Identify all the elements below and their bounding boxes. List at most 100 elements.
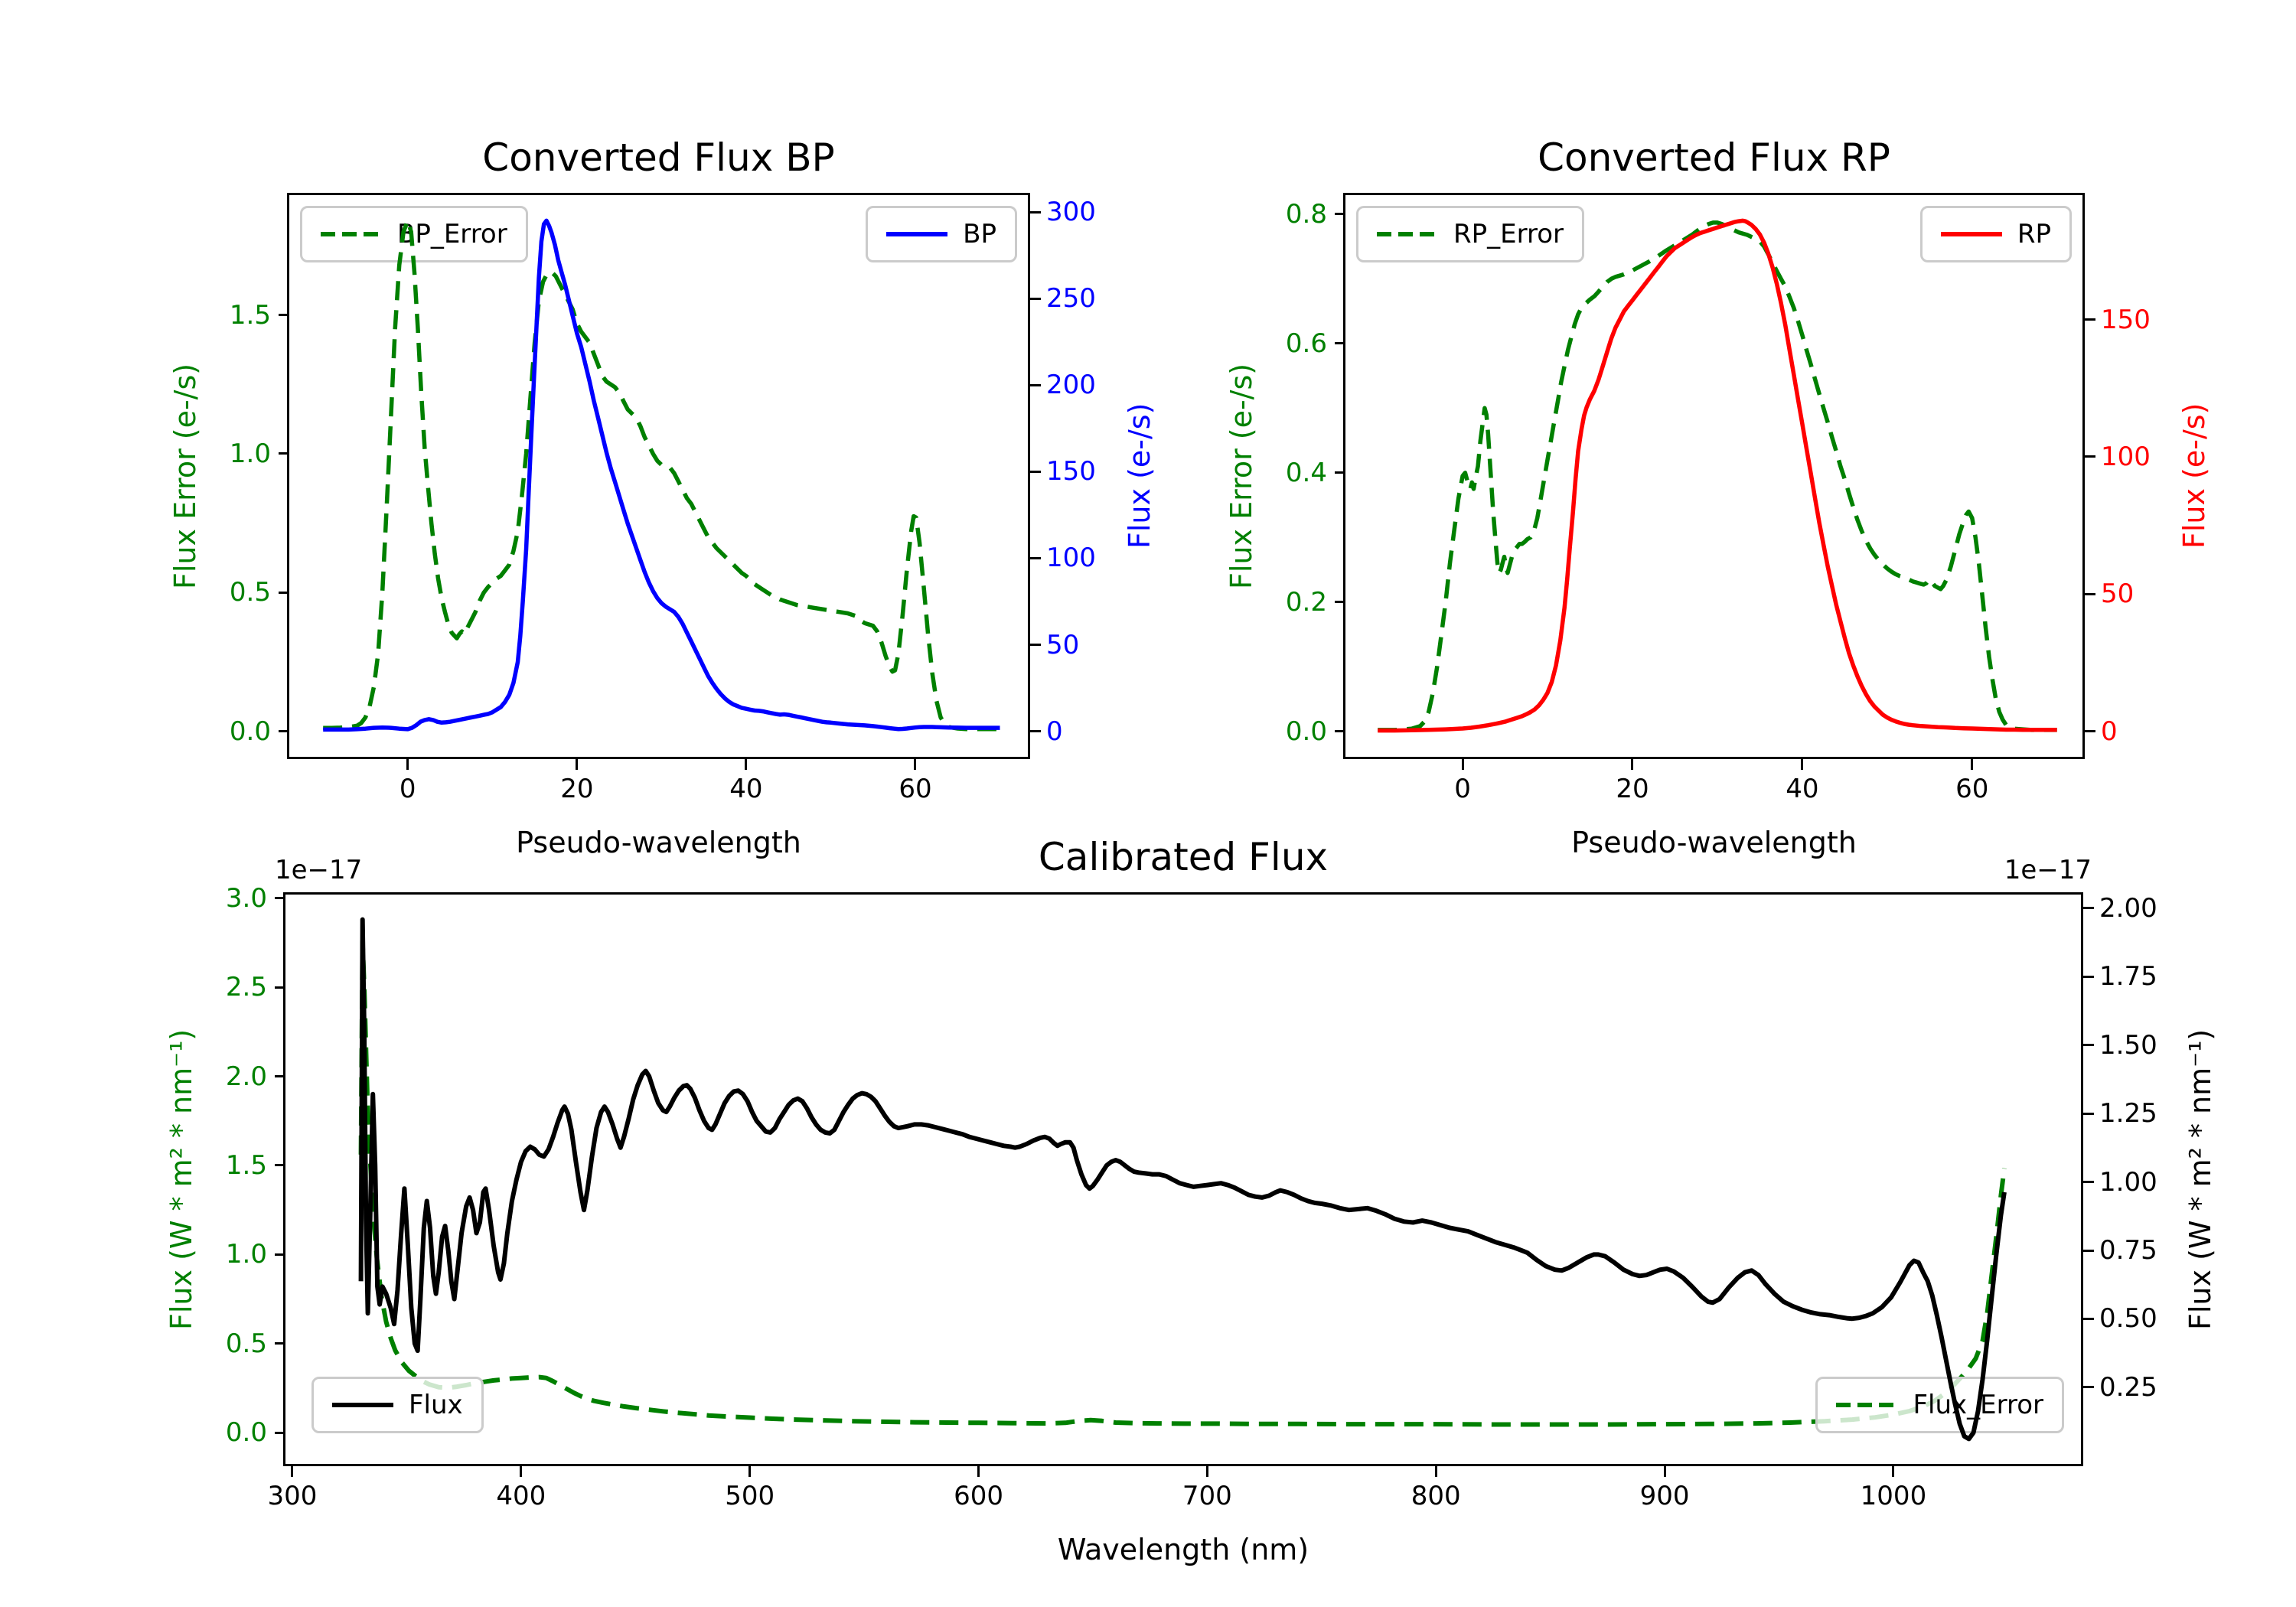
tick-mark <box>2085 730 2095 733</box>
legend-label: Flux <box>409 1390 463 1420</box>
tick-label: 50 <box>2101 579 2135 610</box>
legend-line-sample <box>1377 232 1438 236</box>
tick-label: 1.75 <box>2099 961 2157 993</box>
tick-mark <box>1335 601 1345 604</box>
tick-label: 900 <box>1639 1481 1690 1511</box>
tick-mark <box>2085 455 2095 458</box>
series-Flux <box>358 917 2007 1442</box>
tick-label: 0 <box>1454 774 1471 804</box>
tick-label: 0.75 <box>2099 1235 2157 1266</box>
tick-mark <box>275 897 285 900</box>
subplot-converted-flux-rp: Converted Flux RP Flux Error (e-/s) Flux… <box>1225 135 2211 859</box>
tick-mark <box>406 759 409 770</box>
legend-label: RP <box>2017 219 2051 249</box>
tick-mark <box>1335 730 1345 733</box>
tick-mark <box>1030 210 1041 214</box>
legend-line-sample <box>332 1403 393 1407</box>
tick-label: 0 <box>399 774 416 804</box>
legend-label: BP_Error <box>397 219 507 249</box>
series-BP <box>323 218 1000 732</box>
subplot-converted-flux-bp: Converted Flux BP Flux Error (e-/s) Flux… <box>168 135 1156 859</box>
tick-label: 0.50 <box>2099 1303 2157 1335</box>
tick-label: 1.0 <box>229 438 271 469</box>
tick-mark <box>1631 759 1634 770</box>
tick-label: 800 <box>1411 1481 1461 1511</box>
series-Flux_Error <box>358 938 2007 1427</box>
tick-mark <box>2085 318 2095 321</box>
tick-label: 0.0 <box>229 715 271 747</box>
tick-label: 2.0 <box>225 1061 267 1092</box>
legend-bp: BP <box>866 206 1017 262</box>
tick-label: 1.5 <box>225 1149 267 1181</box>
tick-label: 0 <box>2101 715 2118 747</box>
tick-mark <box>1030 644 1041 647</box>
x-axis-label: Wavelength (nm) <box>1057 1533 1309 1566</box>
legend-line-sample <box>886 232 948 236</box>
tick-mark <box>1030 730 1041 733</box>
tick-mark <box>1971 759 1974 770</box>
tick-label: 700 <box>1182 1481 1232 1511</box>
tick-label: 1.25 <box>2099 1098 2157 1129</box>
tick-label: 0.25 <box>2099 1371 2157 1403</box>
tick-label: 300 <box>267 1481 318 1511</box>
x-axis-label: Pseudo-wavelength <box>1571 826 1857 859</box>
tick-mark <box>2083 1317 2094 1320</box>
tick-label: 1000 <box>1860 1481 1927 1511</box>
plot-title: Converted Flux BP <box>482 135 835 180</box>
tick-mark <box>279 591 289 594</box>
tick-label: 0.4 <box>1285 457 1327 488</box>
tick-label: 1.50 <box>2099 1029 2157 1061</box>
tick-label: 0.0 <box>1285 715 1327 747</box>
series-BP_Error <box>323 218 1000 732</box>
tick-label: 3.0 <box>225 882 267 914</box>
tick-mark <box>1030 470 1041 473</box>
x-axis-label: Pseudo-wavelength <box>516 826 801 859</box>
legend-rp-error: RP_Error <box>1356 206 1585 262</box>
tick-mark <box>2083 907 2094 910</box>
tick-mark <box>275 986 285 989</box>
offset-text-right: 1e−17 <box>2004 855 2092 885</box>
tick-label: 150 <box>2101 304 2151 335</box>
offset-text-left: 1e−17 <box>275 855 363 885</box>
tick-label: 0.5 <box>225 1328 267 1359</box>
tick-label: 250 <box>1046 283 1096 315</box>
axes-area: RP_Error RP <box>1345 195 2082 757</box>
series-RP <box>1378 218 2057 733</box>
tick-label: 100 <box>1046 543 1096 574</box>
legend-label: RP_Error <box>1453 219 1564 249</box>
tick-label: 1.5 <box>229 299 271 331</box>
tick-label: 60 <box>899 774 932 804</box>
tick-label: 20 <box>560 774 594 804</box>
tick-mark <box>1335 471 1345 474</box>
tick-mark <box>1335 342 1345 345</box>
tick-label: 50 <box>1046 629 1080 660</box>
tick-label: 600 <box>954 1481 1003 1511</box>
tick-mark <box>275 1075 285 1078</box>
tick-label: 500 <box>725 1481 775 1511</box>
tick-label: 1.0 <box>225 1239 267 1270</box>
tick-mark <box>1030 556 1041 559</box>
tick-label: 2.00 <box>2099 892 2157 924</box>
tick-label: 40 <box>729 774 763 804</box>
plot-title: Converted Flux RP <box>1538 135 1890 180</box>
tick-mark <box>1801 759 1804 770</box>
series-RP_Error <box>1378 220 2057 732</box>
tick-label: 0.5 <box>229 577 271 608</box>
curves-over-layer <box>323 218 1000 732</box>
tick-label: 0.0 <box>225 1417 267 1449</box>
tick-mark <box>914 759 917 770</box>
tick-mark <box>2083 1112 2094 1115</box>
tick-mark <box>2083 1181 2094 1184</box>
y-axis-label-right: Flux (W * m² * nm⁻¹) <box>2183 1028 2217 1330</box>
tick-label: 2.5 <box>225 972 267 1003</box>
tick-mark <box>748 1466 752 1477</box>
curves-under-layer <box>358 938 2007 1427</box>
legend-flux: Flux <box>311 1377 484 1433</box>
axes-area: Flux Flux_Error <box>285 895 2081 1464</box>
tick-label: 0 <box>1046 715 1063 747</box>
y-axis-label-right: Flux (e-/s) <box>1123 403 1156 549</box>
tick-mark <box>1434 1466 1437 1477</box>
tick-mark <box>275 1342 285 1345</box>
tick-mark <box>2083 1386 2094 1389</box>
